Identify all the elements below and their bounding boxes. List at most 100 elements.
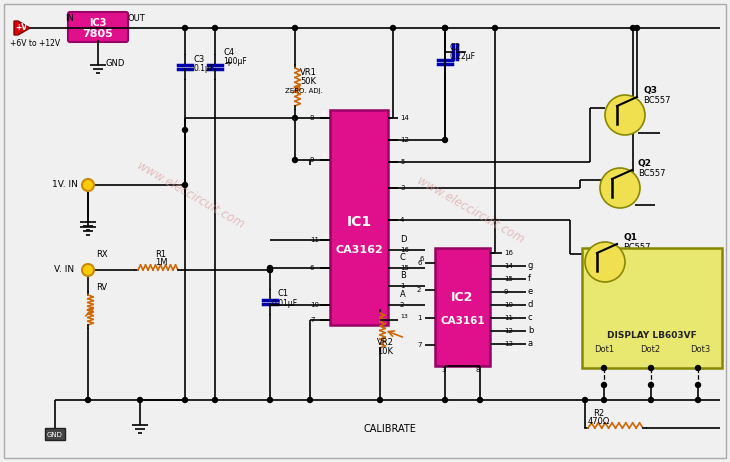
Text: VR1: VR1 — [300, 68, 317, 77]
Circle shape — [648, 397, 653, 402]
Circle shape — [442, 25, 447, 30]
Text: 5: 5 — [400, 159, 404, 165]
Circle shape — [648, 383, 653, 388]
Text: 8: 8 — [476, 367, 480, 373]
Circle shape — [631, 25, 636, 30]
Text: 3: 3 — [400, 185, 404, 191]
Text: 7805: 7805 — [82, 29, 113, 39]
Text: f: f — [528, 274, 531, 283]
Circle shape — [602, 397, 607, 402]
Text: 11: 11 — [310, 237, 319, 243]
Text: C1: C1 — [278, 289, 289, 298]
Circle shape — [634, 25, 639, 30]
Circle shape — [212, 25, 218, 30]
Text: 100μF: 100μF — [223, 57, 247, 66]
Text: www.eleccircuit.com: www.eleccircuit.com — [414, 174, 526, 246]
Text: IC1: IC1 — [347, 215, 372, 229]
Text: 6: 6 — [310, 265, 315, 271]
Text: 10K: 10K — [377, 347, 393, 356]
Text: 15: 15 — [504, 276, 513, 282]
Text: A: A — [400, 290, 406, 299]
FancyBboxPatch shape — [68, 12, 128, 42]
Text: 11: 11 — [504, 315, 513, 321]
Circle shape — [605, 95, 645, 135]
Circle shape — [212, 397, 218, 402]
Circle shape — [602, 365, 607, 371]
FancyBboxPatch shape — [45, 428, 65, 440]
Circle shape — [442, 397, 447, 402]
Text: 12: 12 — [504, 328, 513, 334]
FancyBboxPatch shape — [330, 110, 388, 325]
Text: 15: 15 — [400, 265, 409, 271]
Text: 12: 12 — [400, 137, 409, 143]
Text: 1M: 1M — [155, 258, 167, 267]
Text: R1: R1 — [155, 250, 166, 259]
Text: 13: 13 — [400, 314, 408, 319]
Text: 14: 14 — [400, 115, 409, 121]
Circle shape — [182, 128, 188, 133]
Text: www.eleccircuit.com: www.eleccircuit.com — [134, 159, 246, 231]
FancyBboxPatch shape — [582, 248, 722, 368]
Text: C3: C3 — [193, 55, 204, 64]
Text: 0.01μF: 0.01μF — [272, 299, 298, 308]
Text: CA3161: CA3161 — [440, 316, 485, 326]
Text: Dot3: Dot3 — [690, 345, 710, 354]
Text: d: d — [528, 300, 534, 309]
Circle shape — [585, 242, 625, 282]
Circle shape — [696, 397, 701, 402]
Circle shape — [267, 266, 272, 270]
Text: ZERO. ADJ.: ZERO. ADJ. — [285, 88, 323, 94]
Text: 2: 2 — [400, 302, 404, 308]
Text: c: c — [528, 313, 533, 322]
Text: BC557: BC557 — [643, 96, 670, 105]
Text: b: b — [528, 326, 534, 335]
Text: GND: GND — [47, 432, 63, 438]
Text: IC3: IC3 — [89, 18, 107, 28]
Text: Q3: Q3 — [643, 86, 657, 95]
Text: CALIBRATE: CALIBRATE — [364, 424, 416, 434]
Circle shape — [442, 25, 447, 30]
Text: 7: 7 — [417, 342, 421, 348]
Circle shape — [267, 267, 272, 273]
Circle shape — [82, 264, 94, 276]
Circle shape — [82, 179, 94, 191]
Circle shape — [391, 25, 396, 30]
Circle shape — [293, 116, 298, 121]
Text: 0.22μF: 0.22μF — [450, 52, 476, 61]
Text: 8: 8 — [310, 115, 315, 121]
Text: DISPLAY LB603VF: DISPLAY LB603VF — [607, 332, 697, 340]
Text: C4: C4 — [223, 48, 234, 57]
Text: Q1: Q1 — [623, 233, 637, 242]
Text: 3: 3 — [441, 367, 445, 373]
Text: C2: C2 — [450, 43, 461, 52]
Text: Q2: Q2 — [638, 159, 652, 168]
Text: R2: R2 — [593, 409, 604, 418]
Circle shape — [696, 383, 701, 388]
FancyBboxPatch shape — [435, 248, 490, 366]
Text: 16: 16 — [504, 250, 513, 256]
Circle shape — [377, 397, 383, 402]
Circle shape — [293, 25, 298, 30]
Circle shape — [182, 182, 188, 188]
Text: 1: 1 — [417, 315, 421, 321]
Circle shape — [696, 365, 701, 371]
Text: 7: 7 — [310, 317, 315, 323]
Circle shape — [307, 397, 312, 402]
Circle shape — [583, 397, 588, 402]
Text: VR2: VR2 — [377, 338, 394, 347]
Circle shape — [600, 168, 640, 208]
Polygon shape — [14, 21, 30, 35]
Text: OUT: OUT — [127, 14, 145, 23]
Circle shape — [493, 25, 498, 30]
Text: 6: 6 — [419, 256, 423, 262]
Text: CA3162: CA3162 — [335, 245, 383, 255]
Text: V. IN: V. IN — [54, 265, 74, 274]
Text: 13: 13 — [504, 341, 513, 347]
Circle shape — [293, 158, 298, 163]
Text: 10: 10 — [504, 302, 513, 308]
Text: 470Ω: 470Ω — [588, 417, 610, 426]
Text: 10: 10 — [310, 302, 319, 308]
Circle shape — [477, 397, 483, 402]
Text: 4: 4 — [400, 217, 404, 223]
Text: 6: 6 — [417, 260, 421, 266]
